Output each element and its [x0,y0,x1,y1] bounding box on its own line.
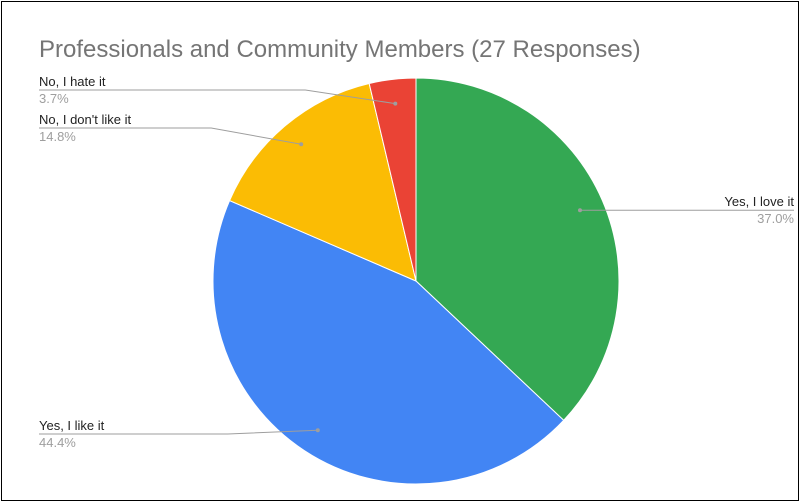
slice-label-no-i-don-t-like-it: No, I don't like it [39,112,131,127]
pie-slice-no-i-don-t-like-it [228,82,417,282]
leader-line-yes-i-like-it [39,429,318,435]
slice-labels: Yes, I love it 37.0% Yes, I like it 44.4% No… [39,74,794,450]
slice-percent-yes-i-like-it: 44.4% [39,435,76,450]
slice-label-yes-i-love-it: Yes, I love it [724,194,794,209]
chart-title: Professionals and Community Members (27 … [39,36,641,63]
leader-line-no-i-don-t-like-it [39,127,302,145]
leader-line-no-i-hate-it [39,89,396,105]
slice-percent-no-i-hate-it: 3.7% [39,91,69,106]
slice-label-no-i-hate-it: No, I hate it [39,74,106,89]
pie-slice-yes-i-love-it [415,77,620,422]
pie-slice-no-i-hate-it [368,77,417,282]
pie-slice-yes-i-like-it [212,199,565,485]
slice-percent-no-i-don-t-like-it: 14.8% [39,129,76,144]
slice-percent-yes-i-love-it: 37.0% [757,211,794,226]
pie-slices [212,77,620,485]
slice-label-yes-i-like-it: Yes, I like it [39,418,105,433]
